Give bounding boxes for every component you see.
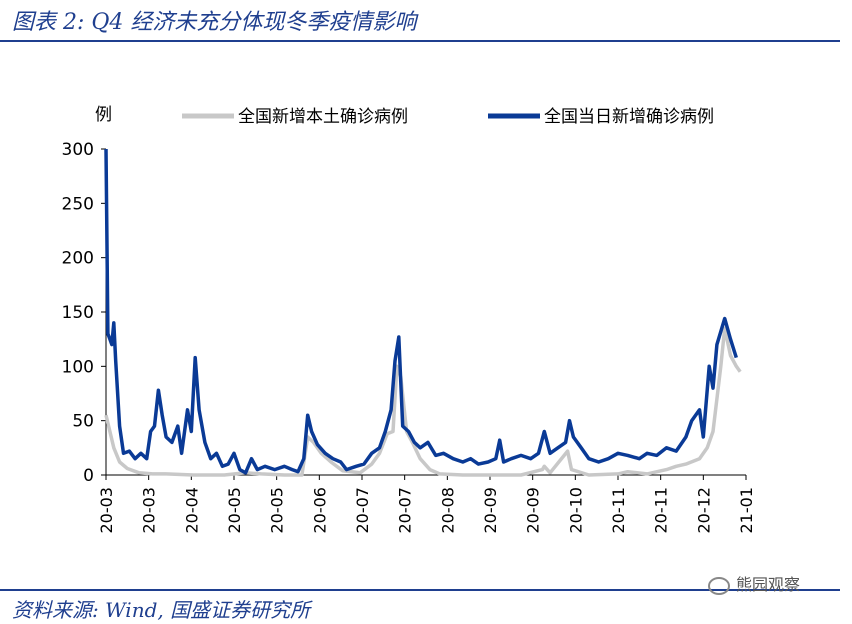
- x-tick-label: 21-01: [737, 487, 756, 534]
- x-tick-label: 20-12: [694, 487, 713, 534]
- legend-label-total: 全国当日新增确诊病例: [544, 107, 714, 127]
- y-tick-label: 200: [62, 249, 94, 269]
- x-tick-label: 20-10: [566, 487, 585, 534]
- x-tick-label: 20-09: [481, 487, 500, 534]
- x-axis: 20-03 20-03 20-04 20-05 20-05 20-06 20-07 20-07…: [97, 474, 756, 534]
- x-tick-label: 20-05: [225, 487, 244, 534]
- x-tick-label: 20-07: [396, 487, 415, 534]
- y-tick-label: 100: [62, 357, 94, 377]
- x-tick-label: 20-03: [97, 487, 116, 534]
- x-tick-label: 20-06: [310, 487, 329, 534]
- title-divider: [0, 40, 840, 42]
- x-tick-label: 20-04: [182, 487, 201, 534]
- x-tick-label: 20-08: [438, 487, 457, 534]
- legend-label-local: 全国新增本土确诊病例: [238, 107, 408, 127]
- x-tick-label: 20-11: [609, 487, 628, 534]
- y-tick-label: 150: [62, 303, 94, 323]
- footer-divider: [0, 589, 840, 591]
- y-tick-label: 300: [62, 140, 94, 160]
- x-tick-label: 20-11: [652, 487, 671, 534]
- legend: 全国新增本土确诊病例 全国当日新增确诊病例: [182, 107, 714, 127]
- plot-area: [104, 148, 742, 477]
- y-tick-label: 50: [72, 412, 94, 432]
- watermark-text: 熊园观察: [736, 575, 801, 594]
- figure-title: 图表 2: Q4 经济未充分体现冬季疫情影响: [12, 10, 417, 35]
- y-tick-label: 250: [62, 194, 94, 214]
- watermark: 熊园观察: [708, 571, 800, 595]
- series-line-total: [104, 148, 738, 475]
- y-axis: 0 50 100 150 200 250 300: [62, 140, 107, 486]
- y-tick-label: 0: [83, 466, 94, 486]
- series-line-local: [104, 326, 742, 477]
- x-tick-label: 20-03: [140, 487, 159, 534]
- wechat-icon: [708, 576, 730, 595]
- x-tick-label: 20-07: [353, 487, 372, 534]
- x-tick-label: 20-05: [268, 487, 287, 534]
- chart: 例 全国新增本土确诊病例 全国当日新增确诊病例 0 50 100 150 200 250 3…: [62, 105, 756, 534]
- source-note: 资料来源: Wind, 国盛证券研究所: [12, 598, 311, 622]
- y-axis-label: 例: [95, 105, 112, 125]
- x-tick-label: 20-09: [524, 487, 543, 534]
